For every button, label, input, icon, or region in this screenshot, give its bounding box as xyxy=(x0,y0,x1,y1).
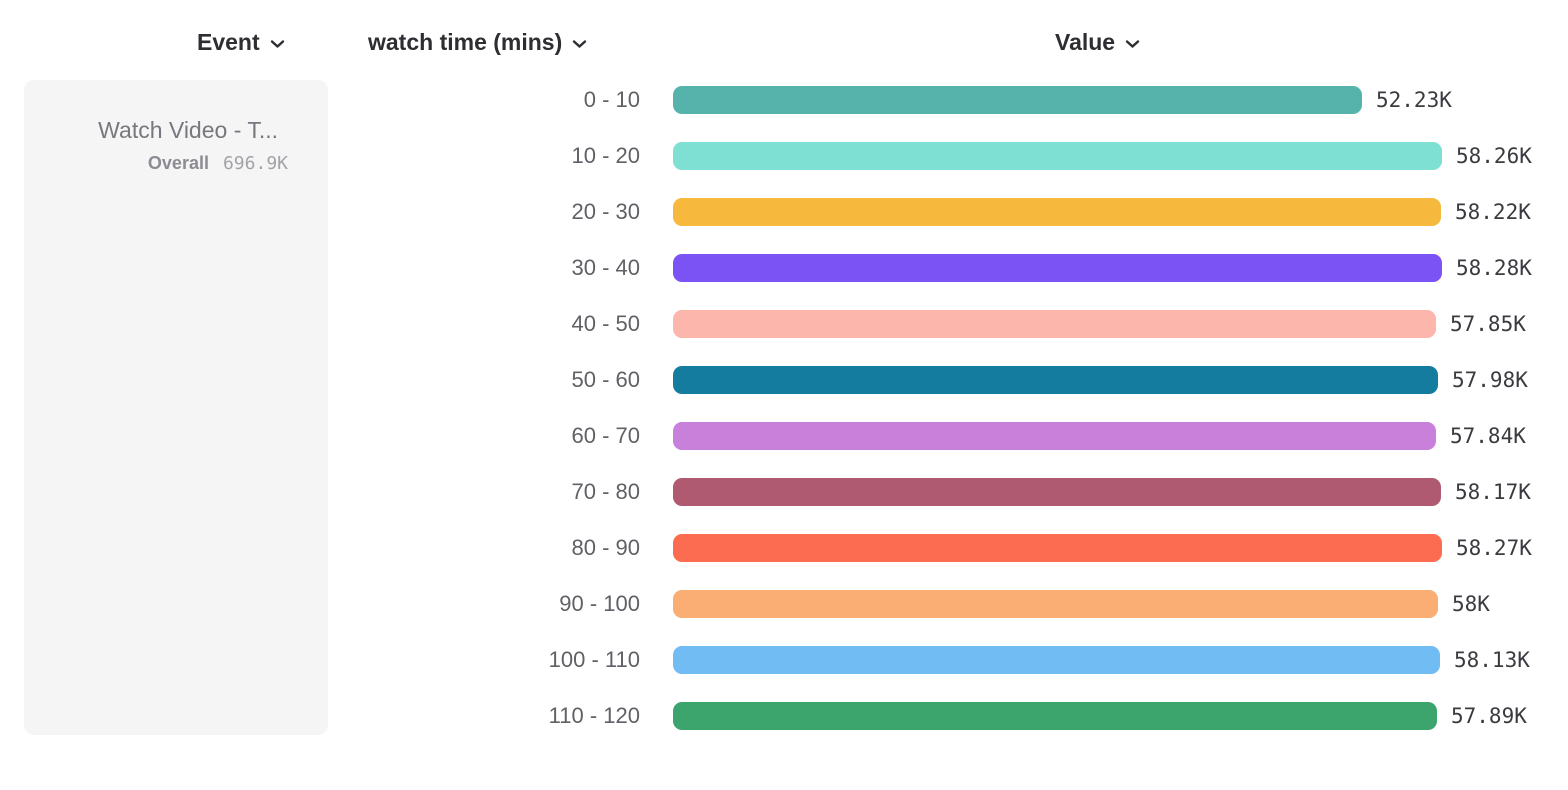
bar-row: 30 - 40 58.28K xyxy=(0,254,1568,282)
bar-value-label: 57.98K xyxy=(1452,368,1528,392)
bar-row: 10 - 20 58.26K xyxy=(0,142,1568,170)
bar-row: 70 - 80 58.17K xyxy=(0,478,1568,506)
category-label: 90 - 100 xyxy=(559,591,640,616)
value-column-dropdown[interactable]: Value xyxy=(1055,28,1140,56)
category-label: 30 - 40 xyxy=(571,255,641,280)
bar-value-label: 58.13K xyxy=(1454,648,1530,672)
overall-label: Overall xyxy=(147,153,209,173)
bar[interactable] xyxy=(673,366,1438,394)
bar-value-label: 58.17K xyxy=(1455,480,1531,504)
bar-value-label: 57.84K xyxy=(1450,424,1526,448)
category-label: 80 - 90 xyxy=(571,535,641,560)
bar-row: 50 - 60 57.98K xyxy=(0,366,1568,394)
bar[interactable] xyxy=(673,534,1442,562)
bar[interactable] xyxy=(673,310,1436,338)
category-label: 0 - 10 xyxy=(583,87,640,112)
event-name: Watch Video - T... xyxy=(98,117,278,143)
bar[interactable] xyxy=(673,646,1440,674)
bar[interactable] xyxy=(673,590,1438,618)
bar-value-label: 58.27K xyxy=(1456,536,1532,560)
bar-row: 110 - 120 57.89K xyxy=(0,702,1568,730)
bar-row: 80 - 90 58.27K xyxy=(0,534,1568,562)
bar[interactable] xyxy=(673,478,1441,506)
bar-row: 100 - 110 58.13K xyxy=(0,646,1568,674)
category-label: 10 - 20 xyxy=(571,143,641,168)
overall-value: 696.9K xyxy=(222,153,288,174)
bar-value-label: 57.89K xyxy=(1451,704,1527,728)
bar-row: 20 - 30 58.22K xyxy=(0,198,1568,226)
chevron-down-icon xyxy=(1125,39,1140,49)
bar[interactable] xyxy=(673,198,1441,226)
category-label: 70 - 80 xyxy=(571,479,641,504)
bar-value-label: 58K xyxy=(1452,592,1490,616)
chevron-down-icon xyxy=(270,39,285,49)
bar[interactable] xyxy=(673,702,1437,730)
bar[interactable] xyxy=(673,86,1362,114)
bar-value-label: 58.22K xyxy=(1455,200,1531,224)
bar[interactable] xyxy=(673,422,1436,450)
bar-value-label: 58.26K xyxy=(1456,144,1532,168)
category-label: 60 - 70 xyxy=(571,423,641,448)
event-legend-item[interactable]: Watch Video - T... Overall 696.9K xyxy=(24,116,328,174)
overall-line: Overall 696.9K xyxy=(24,153,328,174)
category-label: 20 - 30 xyxy=(571,199,641,224)
bar-row: 0 - 10 52.23K xyxy=(0,86,1568,114)
category-label: 110 - 120 xyxy=(548,703,640,728)
bar-value-label: 57.85K xyxy=(1450,312,1526,336)
bar-value-label: 58.28K xyxy=(1456,256,1532,280)
event-column-label: Event xyxy=(197,29,260,55)
breakdown-column-dropdown[interactable]: watch time (mins) xyxy=(368,28,587,56)
bar[interactable] xyxy=(673,142,1442,170)
bar-row: 90 - 100 58K xyxy=(0,590,1568,618)
event-column-dropdown[interactable]: Event xyxy=(197,28,285,56)
bar-value-label: 52.23K xyxy=(1376,88,1452,112)
value-column-label: Value xyxy=(1055,29,1116,55)
bar-row: 60 - 70 57.84K xyxy=(0,422,1568,450)
category-label: 50 - 60 xyxy=(571,367,641,392)
breakdown-column-label: watch time (mins) xyxy=(368,29,563,55)
category-label: 40 - 50 xyxy=(571,311,641,336)
event-legend-panel: Watch Video - T... Overall 696.9K xyxy=(24,80,328,735)
category-label: 100 - 110 xyxy=(548,647,640,672)
chevron-down-icon xyxy=(572,39,587,49)
bar[interactable] xyxy=(673,254,1442,282)
bar-row: 40 - 50 57.85K xyxy=(0,310,1568,338)
